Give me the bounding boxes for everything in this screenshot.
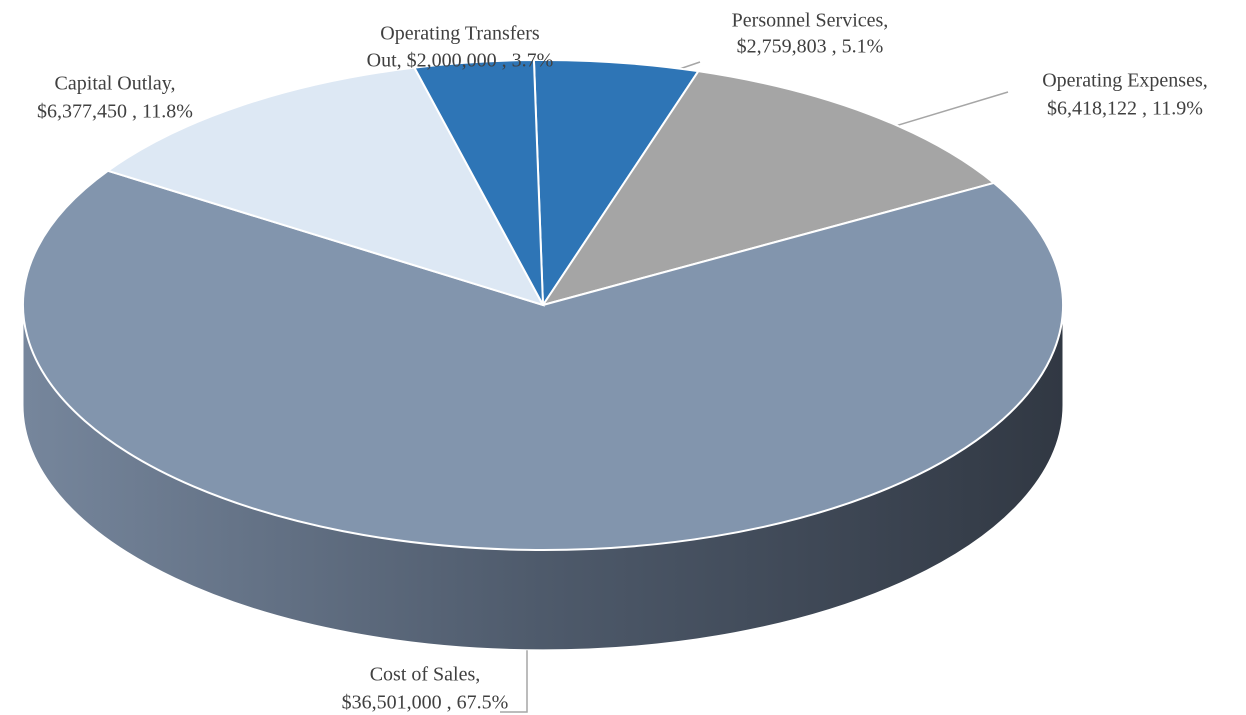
- data-label-value: $6,377,450 , 11.8%: [37, 101, 193, 123]
- data-label-name: Personnel Services,: [732, 10, 889, 32]
- pie-slice: [22, 169, 1064, 551]
- data-label-name: Operating Expenses,: [1042, 70, 1208, 92]
- leader-line: [500, 650, 528, 713]
- data-label-value: $36,501,000 , 67.5%: [342, 692, 509, 714]
- pie-slice: [412, 59, 544, 306]
- data-label-value: $6,418,122 , 11.9%: [1047, 98, 1203, 120]
- pie-slice: [105, 66, 546, 307]
- data-label-name: Cost of Sales,: [370, 664, 481, 686]
- data-label-value: Out, $2,000,000 , 3.7%: [367, 50, 554, 72]
- data-label-name: Capital Outlay,: [55, 73, 176, 95]
- data-label-value: $2,759,803 , 5.1%: [737, 36, 884, 58]
- pie-slice: [532, 59, 701, 309]
- data-label-name: Operating Transfers: [380, 23, 540, 45]
- pie-slice: [540, 70, 997, 307]
